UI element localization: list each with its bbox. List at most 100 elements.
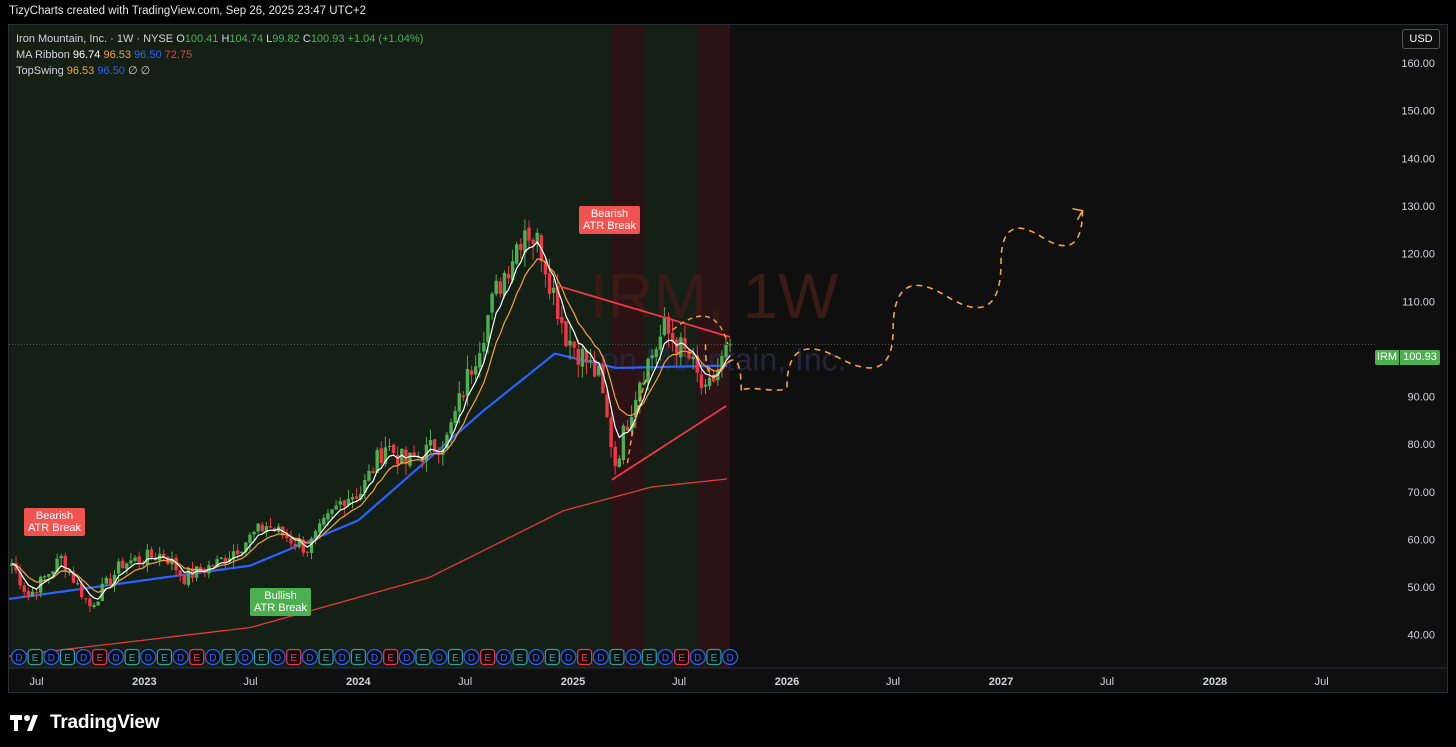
earnings-marker: [221, 648, 237, 666]
dividend-marker: [204, 648, 222, 666]
price-tag-value: 100.93: [1400, 350, 1440, 365]
signal-text: ATR Break: [583, 220, 636, 232]
candle-body: [728, 344, 732, 346]
candle-body: [338, 501, 342, 505]
earnings-marker: [189, 648, 205, 666]
legend-open-label: O: [176, 33, 185, 45]
y-tick-label: 60.00: [1407, 534, 1435, 546]
candle-body: [515, 244, 519, 264]
candle-body: [428, 439, 433, 446]
tradingview-logo[interactable]: TradingView: [10, 712, 160, 734]
signal-bullish-atr-break-2023: Bullish ATR Break: [250, 588, 311, 616]
earnings-marker: [641, 648, 657, 666]
earnings-marker: [383, 648, 399, 666]
candle-body: [318, 523, 322, 533]
event-marker-label: E: [96, 653, 103, 664]
candle-body: [588, 360, 593, 362]
dividend-marker: [269, 648, 286, 666]
candle-body: [248, 534, 252, 543]
candle-body: [55, 558, 59, 573]
earnings-marker: [124, 648, 140, 666]
legend-change: +1.04 (+1.04%): [347, 33, 424, 45]
candle-body: [629, 416, 634, 432]
dividend-marker: [657, 648, 674, 666]
dividend-marker: [689, 648, 706, 666]
event-marker-label: D: [500, 653, 507, 664]
event-marker-label: E: [452, 653, 459, 664]
dividend-marker: [107, 648, 125, 666]
event-marker-label: D: [630, 653, 637, 664]
dividend-marker: [10, 648, 28, 666]
candle-body: [108, 578, 113, 585]
event-marker-label: D: [403, 653, 410, 664]
y-tick-label: 90.00: [1407, 392, 1435, 404]
legend-ma-ribbon-row: MA Ribbon 96.74 96.53 96.50 72.75: [16, 47, 423, 63]
event-marker-label: E: [355, 653, 362, 664]
candle-body: [354, 496, 359, 499]
candle-body: [473, 366, 478, 375]
earnings-marker: [286, 648, 302, 666]
candle-body: [219, 557, 223, 559]
x-tick-label: Jul: [458, 676, 472, 688]
earnings-marker: [674, 648, 690, 666]
x-tick-label: Jul: [1315, 676, 1329, 688]
candle-body: [285, 536, 289, 539]
event-marker-label: E: [226, 653, 233, 664]
tradingview-logo-icon: [10, 715, 38, 731]
tradingview-logo-text: TradingView: [50, 712, 160, 733]
event-marker-label: D: [209, 653, 216, 664]
event-marker-label: D: [177, 653, 184, 664]
candle-body: [18, 571, 22, 586]
event-marker-label: E: [711, 653, 718, 664]
candle-body: [527, 227, 531, 241]
event-marker-label: E: [678, 653, 685, 664]
dividend-marker: [366, 648, 383, 666]
candle-body: [486, 315, 490, 343]
earnings-marker: [512, 648, 528, 666]
candle-body: [84, 598, 88, 600]
dividend-marker: [301, 648, 318, 666]
currency-button[interactable]: USD: [1402, 29, 1440, 49]
candle-body: [445, 434, 449, 449]
topswing-v1: 96.53: [66, 65, 95, 77]
x-tick-label: Jul: [244, 676, 258, 688]
candle-body: [531, 239, 535, 245]
candle-body: [194, 566, 199, 578]
candle-body: [100, 583, 104, 602]
candle-body: [691, 356, 695, 360]
candle-body: [231, 551, 236, 560]
signal-bearish-atr-break-2024: Bearish ATR Break: [579, 206, 640, 234]
signal-text: Bullish: [264, 590, 297, 602]
ma-ribbon-white-line: [11, 241, 731, 600]
event-marker-label: D: [112, 653, 119, 664]
zone-bullish-0: [9, 25, 612, 668]
event-marker-label: D: [339, 653, 346, 664]
candle-body: [404, 449, 408, 465]
event-marker-label: D: [242, 653, 249, 664]
event-marker-label: D: [15, 653, 22, 664]
event-marker-label: E: [32, 653, 39, 664]
candle-body: [375, 450, 379, 473]
candle-body: [387, 446, 392, 448]
x-tick-label: Jul: [30, 676, 44, 688]
candle-body: [658, 336, 663, 350]
candle-body: [182, 575, 186, 584]
candle-body: [519, 243, 523, 251]
candle-body: [260, 524, 264, 532]
event-marker-label: D: [565, 653, 572, 664]
candle-body: [621, 425, 626, 460]
y-tick-label: 150.00: [1401, 106, 1435, 118]
candle-body: [699, 374, 704, 389]
candle-body: [400, 448, 404, 465]
candle-body: [116, 561, 121, 574]
chart-frame[interactable]: IRM, 1W Iron Mountain, Inc. D E D E D E D E D E D E D E…: [8, 24, 1448, 693]
candle-body: [322, 517, 326, 525]
event-marker-label: E: [614, 653, 621, 664]
candle-body: [391, 444, 396, 454]
candles-group: [10, 219, 732, 613]
event-marker-label: D: [145, 653, 152, 664]
signal-text: Bearish: [590, 208, 629, 220]
candle-body: [371, 471, 375, 473]
y-tick-label: 80.00: [1407, 439, 1435, 451]
